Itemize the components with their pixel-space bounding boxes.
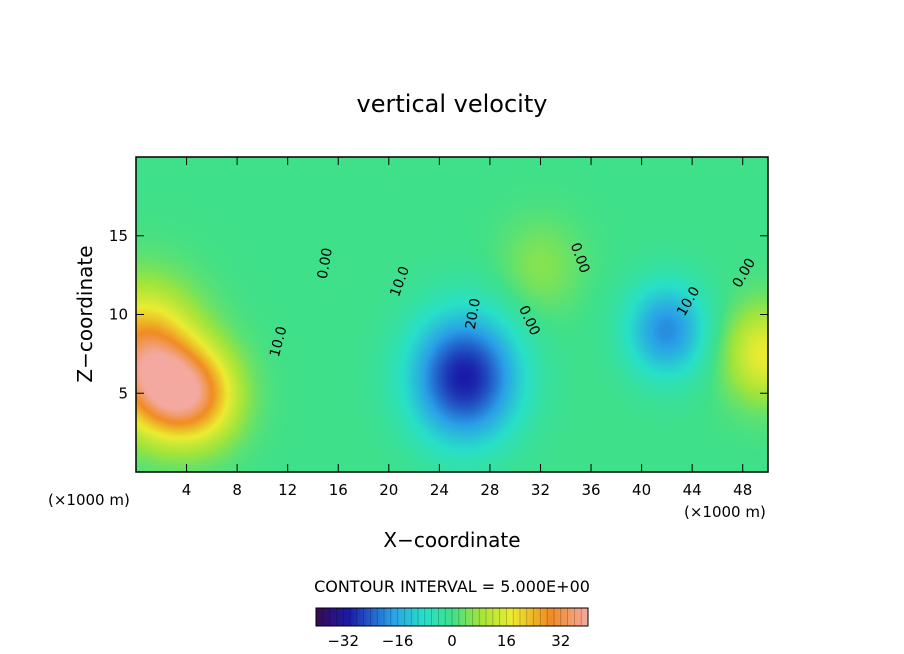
x-tick-label: 16 [329, 481, 348, 499]
heatmap-image [136, 157, 768, 472]
colorbar-tick-label: −32 [327, 632, 359, 650]
x-tick-label: 20 [379, 481, 398, 499]
y-axis-title: Z−coordinate [73, 245, 97, 382]
y-tick-label: 15 [109, 227, 128, 245]
y-axis-ticks: 5 10 15 [109, 227, 768, 402]
y-tick-label: 5 [118, 384, 128, 402]
colorbar-tick-label: 0 [447, 632, 457, 650]
colorbar-tick-label: −16 [382, 632, 414, 650]
x-tick-label: 40 [632, 481, 651, 499]
x-tick-label: 4 [182, 481, 192, 499]
x-axis-title: X−coordinate [383, 528, 520, 552]
x-tick-label: 24 [430, 481, 449, 499]
colorbar-tick-label: 32 [551, 632, 570, 650]
colorbar-ticks: −32 −16 0 16 32 [327, 632, 570, 650]
colorbar [315, 607, 589, 627]
x-axis-ticks: 4 8 12 16 20 24 28 32 36 40 44 48 [182, 157, 752, 499]
contour-label: 0.00 [315, 247, 336, 280]
contour-label: 10.0 [267, 325, 291, 359]
x-unit-label-left: (×1000 m) [48, 491, 130, 509]
x-tick-label: 32 [531, 481, 550, 499]
y-tick-label: 10 [109, 306, 128, 324]
colorbar-tick-label: 16 [497, 632, 516, 650]
x-tick-label: 8 [232, 481, 242, 499]
x-tick-label: 12 [278, 481, 297, 499]
chart-title: vertical velocity [357, 90, 548, 118]
x-unit-label-right: (×1000 m) [684, 503, 766, 521]
contour-interval-text: CONTOUR INTERVAL = 5.000E+00 [314, 577, 590, 596]
heatmap-field [136, 157, 768, 472]
x-tick-label: 44 [683, 481, 702, 499]
x-tick-label: 36 [581, 481, 600, 499]
contour-label: 20.0 [463, 297, 484, 330]
x-tick-label: 48 [733, 481, 752, 499]
x-tick-label: 28 [480, 481, 499, 499]
colorbar-segments [315, 608, 589, 626]
